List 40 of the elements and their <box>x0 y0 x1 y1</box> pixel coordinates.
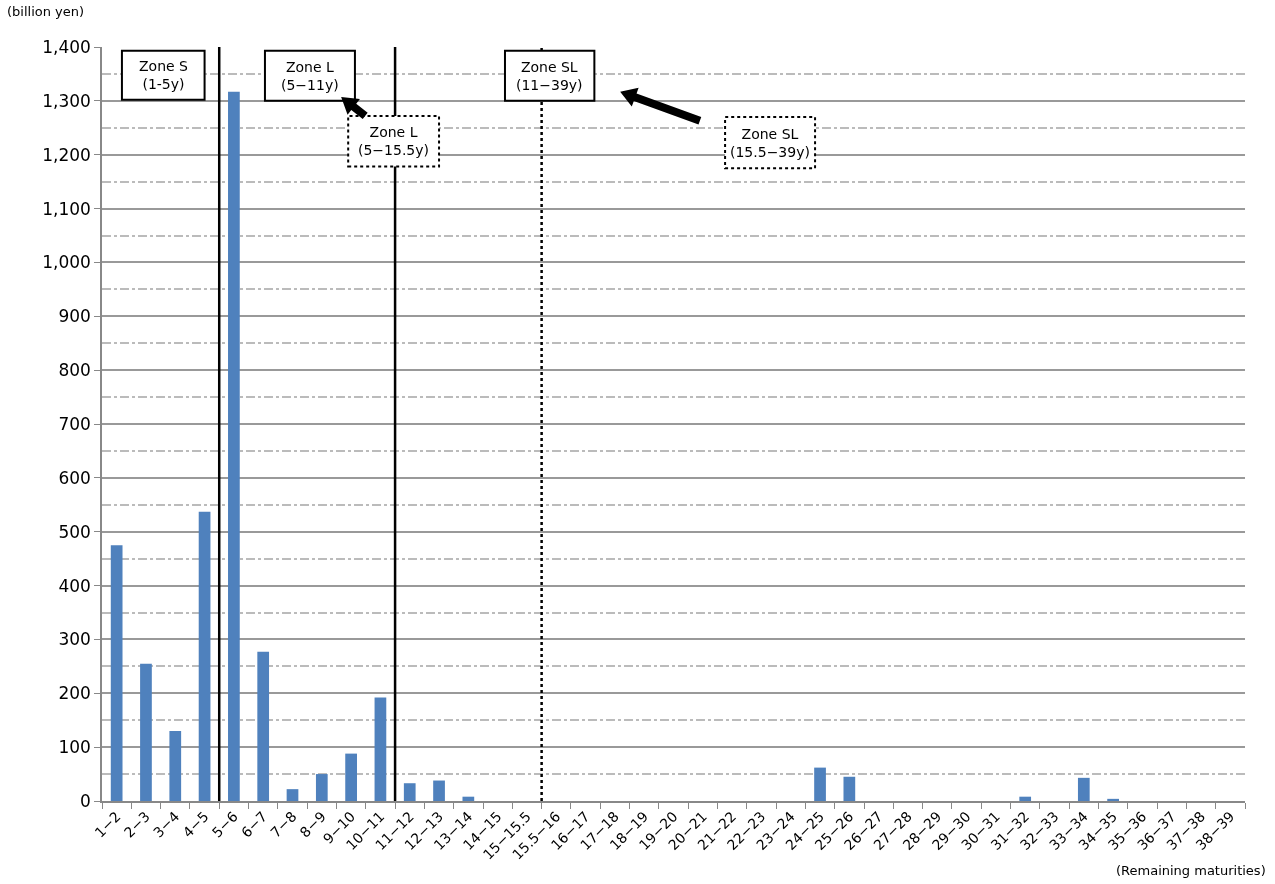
bar <box>1077 777 1090 801</box>
annotation: Zone L (5−15.5y) <box>358 124 430 159</box>
annotation: Zone S (1-5y) <box>139 58 189 93</box>
annotation: Zone SL (15.5−39y) <box>730 126 810 161</box>
bar <box>257 651 270 801</box>
y-tick-label: 900 <box>58 306 91 327</box>
y-tick-label: 1,200 <box>42 144 91 165</box>
y-tick-label: 0 <box>80 790 91 811</box>
y-axis-title: (billion yen) <box>7 4 85 19</box>
y-tick-label: 1,100 <box>42 198 91 219</box>
bar <box>198 511 211 801</box>
y-tick-label: 700 <box>58 413 91 434</box>
bar <box>374 697 387 801</box>
y-tick-label: 1,400 <box>42 36 91 57</box>
bar <box>1107 798 1119 801</box>
bar <box>286 789 299 801</box>
y-tick-label: 100 <box>58 737 91 758</box>
bar <box>433 780 445 801</box>
y-tick-label: 600 <box>58 467 91 488</box>
y-tick-label: 1,000 <box>42 252 91 273</box>
bar <box>110 545 123 801</box>
y-tick-label: 1,300 <box>42 90 91 111</box>
y-tick-label: 400 <box>58 575 91 596</box>
bar <box>814 767 826 801</box>
x-axis-title: (Remaining maturities) <box>1116 863 1266 878</box>
y-tick-label: 800 <box>58 360 91 381</box>
bar <box>140 663 152 801</box>
annotation: Zone L (5−11y) <box>281 59 339 94</box>
bar <box>403 783 416 801</box>
bar <box>1019 796 1032 801</box>
y-tick-label: 300 <box>58 629 91 650</box>
y-tick-label: 200 <box>58 683 91 704</box>
bar <box>462 796 475 801</box>
bar <box>843 776 856 801</box>
bar <box>169 730 182 801</box>
bar <box>345 753 357 801</box>
bar <box>315 774 328 801</box>
annotation: Zone SL (11−39y) <box>516 59 583 94</box>
y-tick-label: 500 <box>58 521 91 542</box>
bar <box>228 91 240 801</box>
